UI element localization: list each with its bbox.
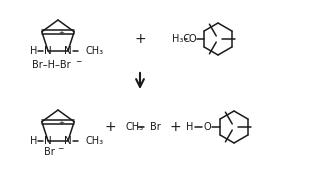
Text: N: N [44,46,52,56]
Text: N: N [44,136,52,146]
Text: H: H [30,136,38,146]
Text: −: − [75,57,81,67]
Text: Br: Br [44,147,55,157]
Text: N: N [64,136,72,146]
Text: CH₃: CH₃ [86,136,104,146]
Text: H: H [186,122,194,132]
Text: O: O [188,34,196,44]
Text: +: + [58,120,64,126]
Text: CH₃: CH₃ [125,122,143,132]
Text: Br–H–Br: Br–H–Br [32,60,70,70]
Text: +: + [58,30,64,36]
Text: +: + [134,32,146,46]
Text: N: N [64,46,72,56]
Text: +: + [169,120,181,134]
Text: H₃C: H₃C [172,34,190,44]
Text: +: + [104,120,116,134]
Text: H: H [30,46,38,56]
Text: Br: Br [150,122,161,132]
Text: O: O [203,122,211,132]
Text: CH₃: CH₃ [86,46,104,56]
Text: −: − [57,145,63,154]
